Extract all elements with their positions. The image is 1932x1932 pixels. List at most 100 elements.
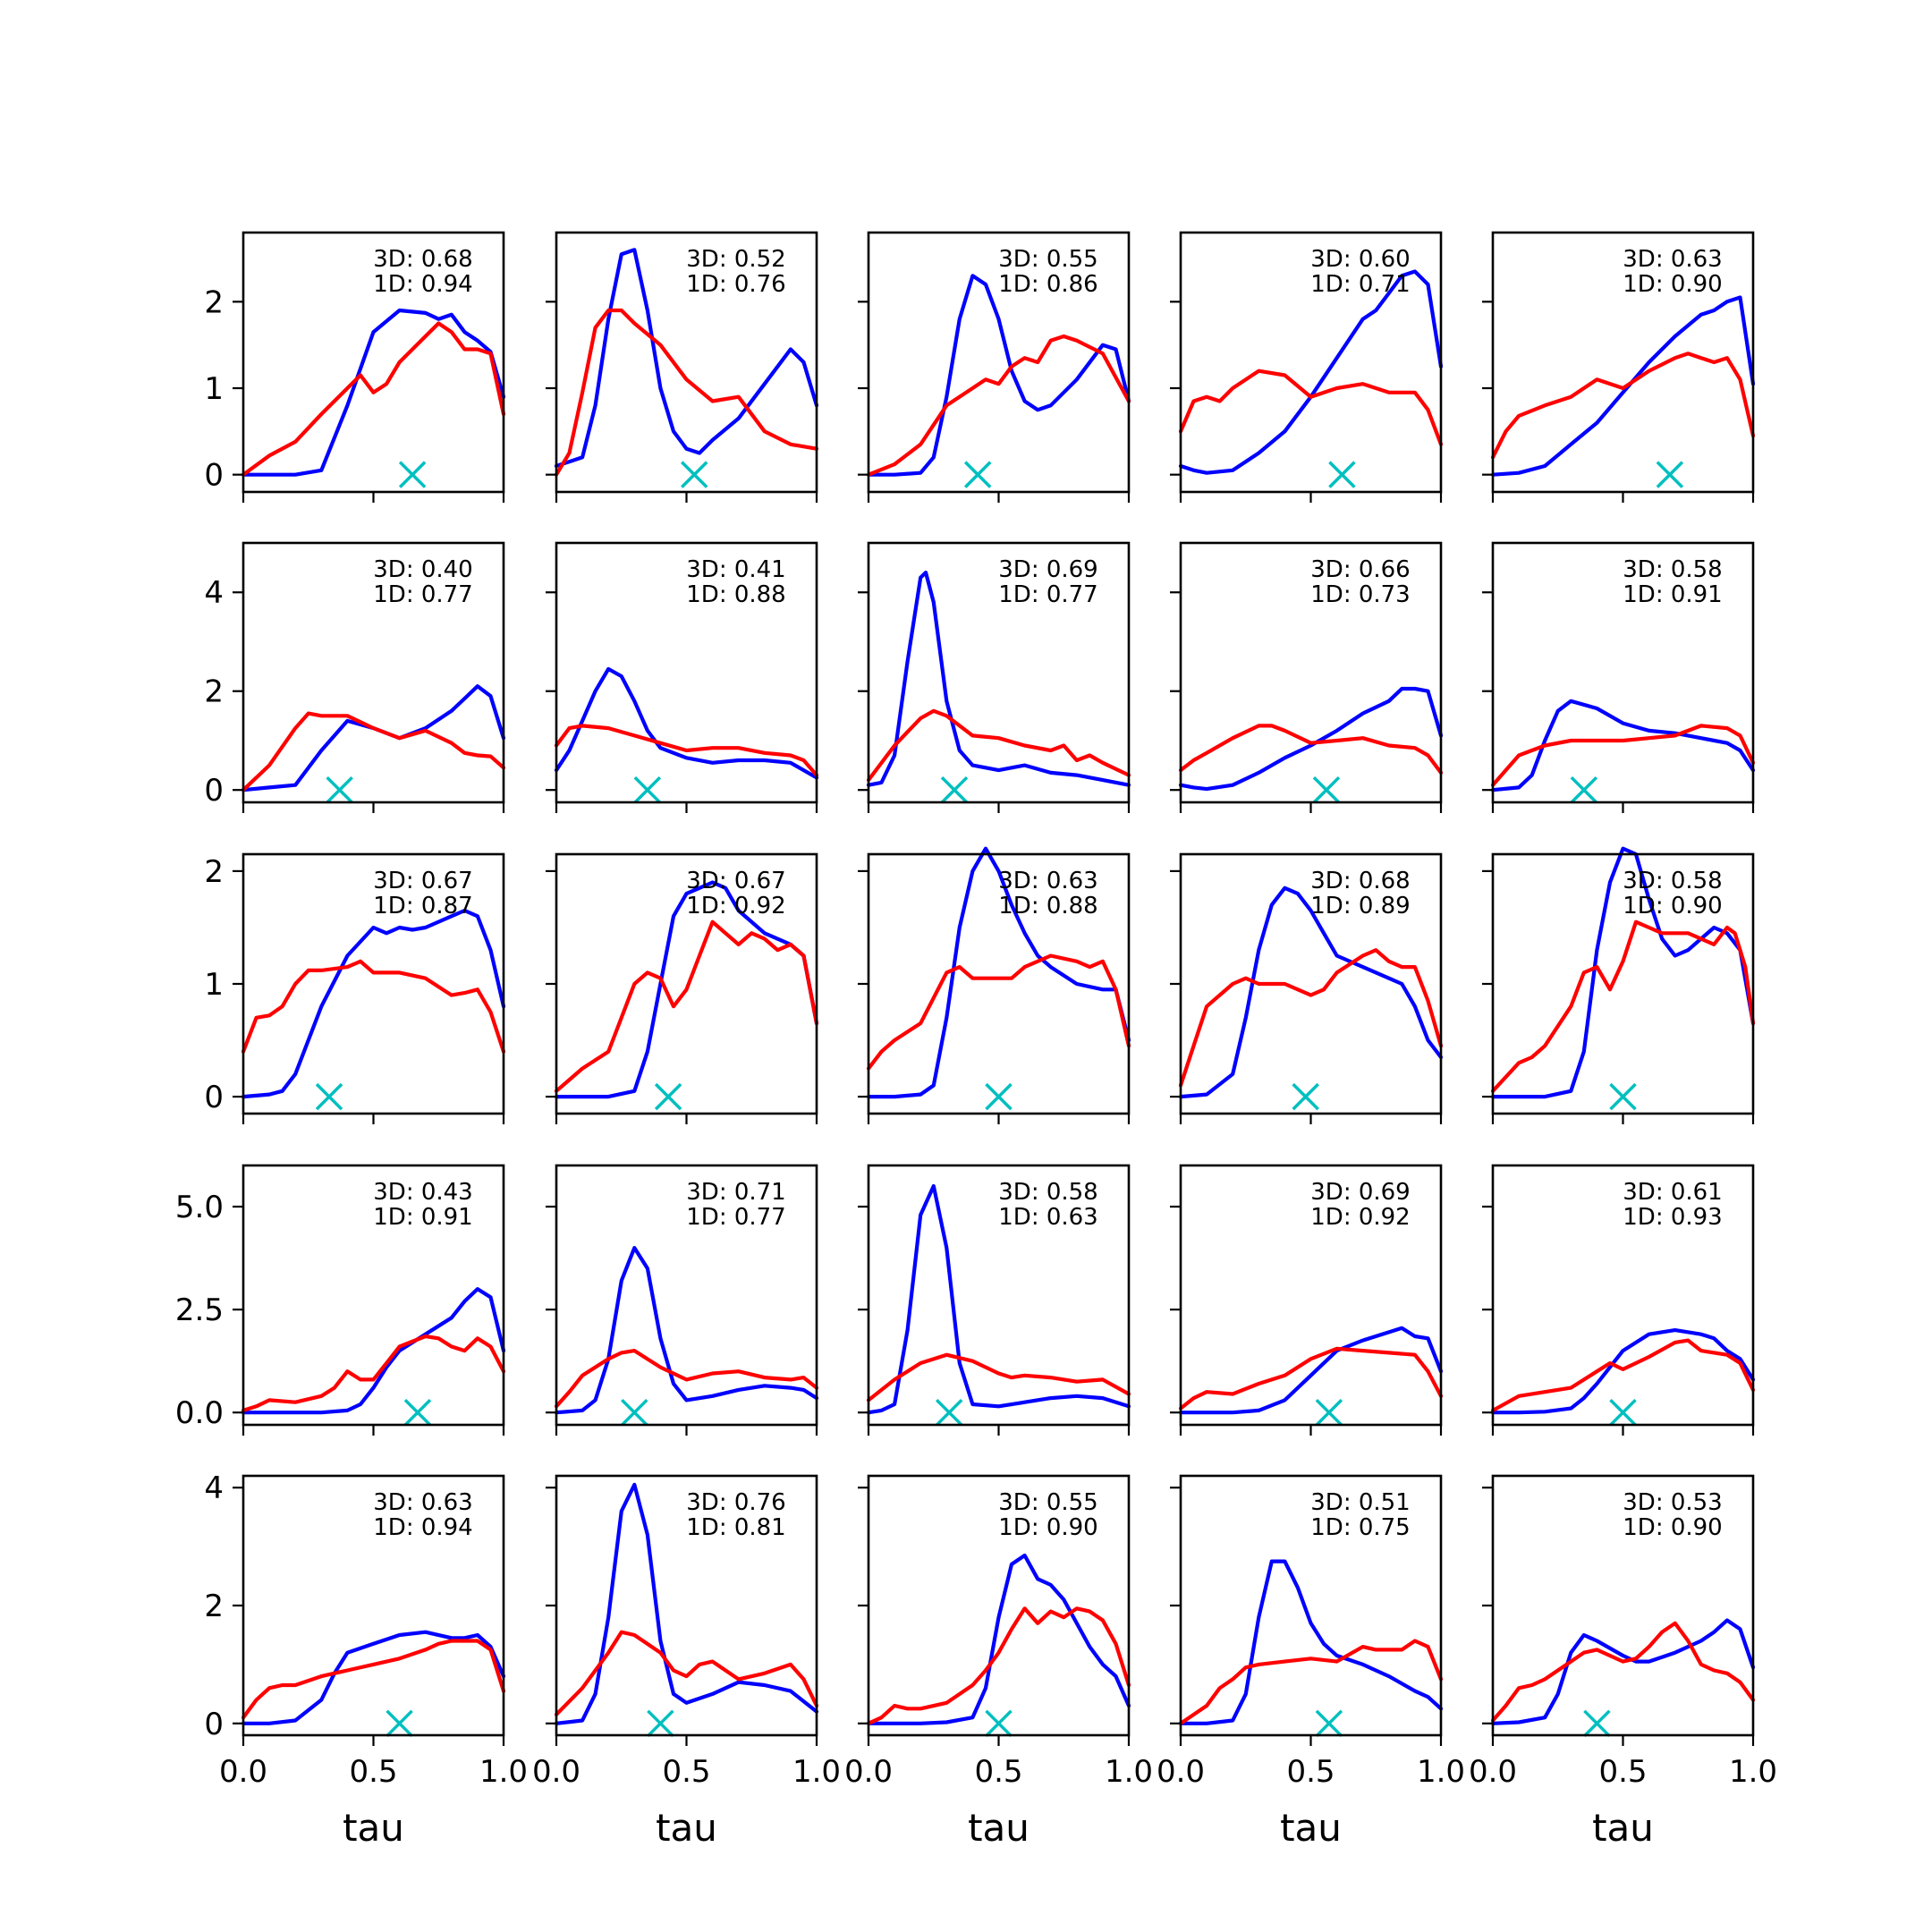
score-1d-label: 1D: 0.94 <box>373 1514 472 1541</box>
y-tick-label: 2.5 <box>175 1292 224 1328</box>
blue-series-line <box>554 666 819 780</box>
score-3d-label: 3D: 0.71 <box>686 1179 785 1206</box>
score-1d-label: 1D: 0.90 <box>1623 271 1722 298</box>
score-3d-label: 3D: 0.76 <box>686 1489 785 1516</box>
y-tick-label: 1 <box>204 371 224 407</box>
x-marker <box>1292 1082 1319 1111</box>
y-tick-label: 5.0 <box>175 1190 224 1225</box>
x-tick-label: 1.0 <box>1729 1754 1777 1790</box>
red-series-line <box>866 334 1131 477</box>
x-tick-label: 0.0 <box>219 1754 267 1790</box>
x-marker-stroke <box>654 1082 682 1111</box>
x-marker <box>985 1082 1013 1111</box>
blue-series-line <box>241 908 506 1099</box>
x-axis-label: tau <box>343 1806 404 1850</box>
y-tick-label: 0 <box>204 1080 224 1115</box>
x-marker-stroke <box>1570 775 1598 804</box>
score-1d-label: 1D: 0.94 <box>373 271 472 298</box>
y-tick-label: 4 <box>204 1470 224 1506</box>
red-series-line <box>241 959 506 1054</box>
x-marker-stroke <box>1315 1398 1343 1427</box>
x-marker-stroke <box>386 1709 413 1738</box>
x-marker <box>1570 775 1598 804</box>
x-marker-stroke <box>963 461 992 488</box>
red-series-line <box>1490 352 1756 460</box>
y-tick-label: 2 <box>204 854 224 890</box>
x-marker <box>647 1709 674 1738</box>
score-3d-label: 3D: 0.63 <box>998 868 1097 894</box>
blue-series-line <box>1178 1559 1444 1725</box>
blue-series-line <box>241 308 506 477</box>
score-3d-label: 3D: 0.60 <box>1310 246 1410 273</box>
red-series-line <box>866 708 1131 783</box>
score-1d-label: 1D: 0.91 <box>373 1204 472 1231</box>
score-1d-label: 1D: 0.76 <box>686 271 785 298</box>
x-marker-stroke <box>1583 1709 1611 1738</box>
score-1d-label: 1D: 0.75 <box>1310 1514 1410 1541</box>
x-tick-label: 0.5 <box>349 1754 397 1790</box>
x-marker <box>326 775 353 804</box>
blue-series-line <box>554 1246 819 1415</box>
x-marker <box>654 1082 682 1111</box>
x-marker-stroke <box>1609 1398 1637 1427</box>
red-series-line <box>1178 948 1444 1088</box>
x-tick-label: 0.0 <box>1469 1754 1517 1790</box>
x-marker-stroke <box>1328 461 1356 488</box>
score-3d-label: 3D: 0.67 <box>686 868 785 894</box>
x-marker-stroke <box>985 1082 1013 1111</box>
red-series-line <box>866 1606 1131 1725</box>
score-3d-label: 3D: 0.63 <box>1623 246 1722 273</box>
x-marker-stroke <box>935 1398 963 1427</box>
x-marker-stroke <box>326 775 353 804</box>
x-marker-stroke <box>1315 1709 1343 1738</box>
red-series-line <box>554 1630 819 1716</box>
red-series-line <box>241 1639 506 1720</box>
blue-series-line <box>1490 1328 1756 1415</box>
x-marker <box>398 461 427 488</box>
x-axis-label: tau <box>1280 1806 1342 1850</box>
score-3d-label: 3D: 0.43 <box>373 1179 472 1206</box>
score-3d-label: 3D: 0.40 <box>373 556 472 583</box>
x-tick-label: 0.5 <box>1286 1754 1335 1790</box>
blue-series-line <box>866 846 1131 1099</box>
score-3d-label: 3D: 0.68 <box>1310 868 1410 894</box>
score-3d-label: 3D: 0.53 <box>1623 1489 1722 1516</box>
score-1d-label: 1D: 0.89 <box>1310 893 1410 919</box>
x-tick-label: 0.5 <box>1598 1754 1647 1790</box>
x-marker <box>1312 775 1341 804</box>
red-series-line <box>1490 1621 1756 1723</box>
red-series-line <box>1178 1639 1444 1725</box>
x-marker <box>1609 1082 1637 1111</box>
y-tick-label: 2 <box>204 674 224 710</box>
x-marker <box>963 461 992 488</box>
x-marker-stroke <box>1312 775 1341 804</box>
score-1d-label: 1D: 0.63 <box>998 1204 1097 1231</box>
x-marker <box>985 1709 1013 1738</box>
score-1d-label: 1D: 0.87 <box>373 893 472 919</box>
score-3d-label: 3D: 0.55 <box>998 1489 1097 1516</box>
x-marker-stroke <box>1292 1082 1319 1111</box>
score-1d-label: 1D: 0.88 <box>686 581 785 608</box>
blue-series-line <box>1178 686 1444 792</box>
